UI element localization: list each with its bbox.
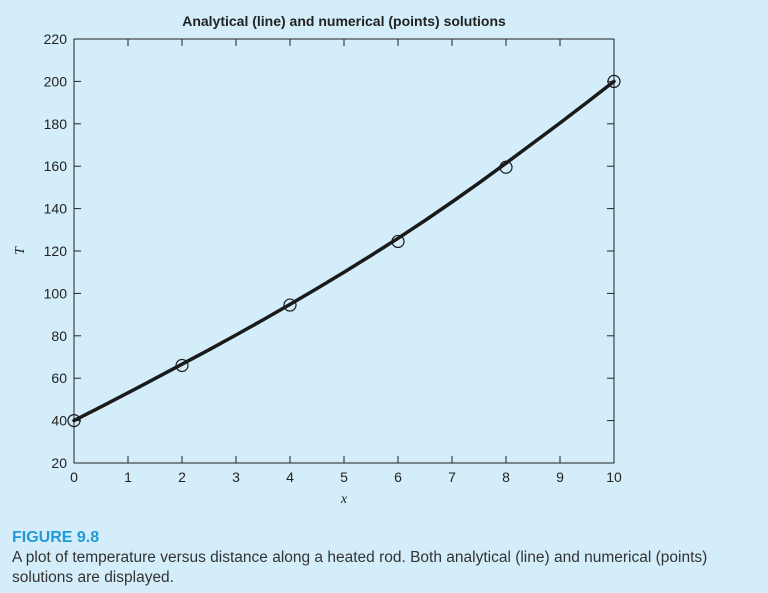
series-layer bbox=[67, 74, 621, 428]
x-tick-label: 0 bbox=[70, 469, 78, 485]
y-tick-label: 220 bbox=[44, 31, 68, 47]
figure-caption: FIGURE 9.8 A plot of temperature versus … bbox=[12, 528, 760, 588]
x-tick-label: 8 bbox=[502, 469, 510, 485]
plot-area bbox=[73, 38, 615, 464]
y-tick-label: 200 bbox=[44, 73, 68, 89]
y-tick-label: 120 bbox=[44, 243, 68, 259]
y-tick-label: 180 bbox=[44, 116, 68, 132]
x-tick-label: 7 bbox=[448, 469, 456, 485]
analytical-solution-line bbox=[72, 79, 616, 423]
x-tick-label: 9 bbox=[556, 469, 564, 485]
y-tick-label: 160 bbox=[44, 158, 68, 174]
x-tick-label: 5 bbox=[340, 469, 348, 485]
x-tick-label: 6 bbox=[394, 469, 402, 485]
numerical-solution-point bbox=[283, 298, 297, 312]
y-axis-label: T bbox=[13, 246, 28, 255]
y-tick-label: 60 bbox=[51, 370, 67, 386]
x-tick-label: 3 bbox=[232, 469, 240, 485]
x-axis-label: x bbox=[340, 492, 348, 507]
x-tick-label: 1 bbox=[124, 469, 132, 485]
y-tick-label: 100 bbox=[44, 285, 68, 301]
chart-title: Analytical (line) and numerical (points)… bbox=[182, 13, 506, 29]
numerical-solution-point bbox=[607, 74, 621, 89]
figure-description: A plot of temperature versus distance al… bbox=[12, 549, 708, 586]
y-tick-label: 140 bbox=[44, 201, 68, 217]
chart: Analytical (line) and numerical (points)… bbox=[13, 13, 622, 507]
numerical-solution-point bbox=[391, 234, 405, 249]
y-tick-label: 20 bbox=[51, 455, 67, 471]
figure-label: FIGURE 9.8 bbox=[12, 529, 100, 546]
numerical-solution-point bbox=[499, 160, 513, 174]
x-tick-label: 4 bbox=[286, 469, 294, 485]
x-tick-label: 10 bbox=[606, 469, 622, 485]
y-tick-label: 80 bbox=[51, 328, 67, 344]
numerical-solution-point bbox=[175, 358, 189, 373]
axis-ticks: 0 1 2 3 4 5 6 7 8 9 10 20 40 60 80 100 120 140 160 180 200 22… bbox=[44, 31, 622, 485]
x-tick-label: 2 bbox=[178, 469, 186, 485]
numerical-solution-point bbox=[67, 414, 81, 428]
y-tick-label: 40 bbox=[51, 413, 67, 429]
